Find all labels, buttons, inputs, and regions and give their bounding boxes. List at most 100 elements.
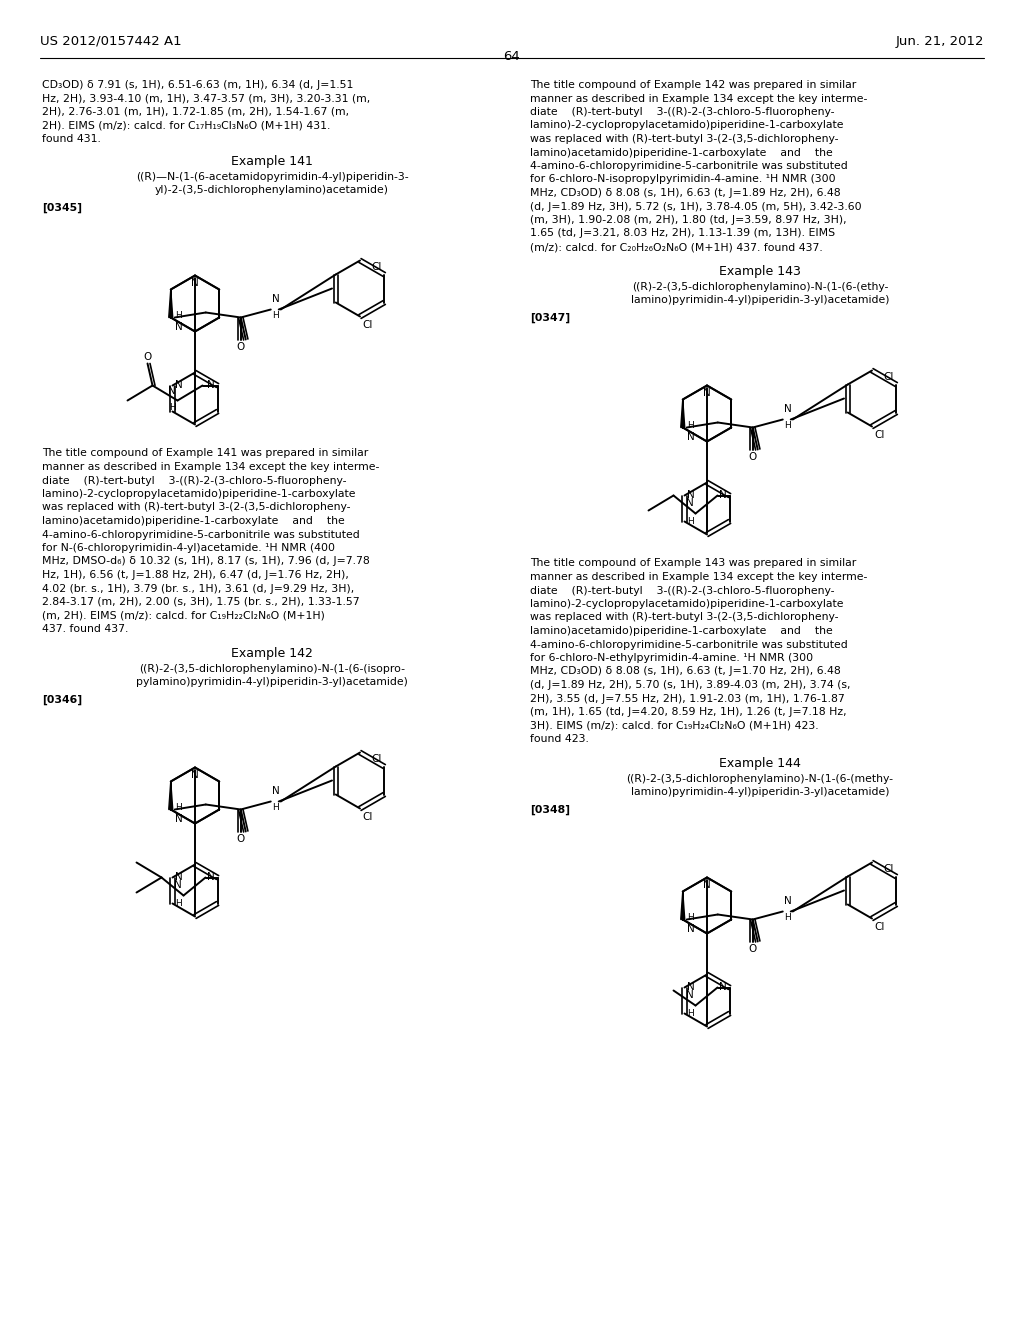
Text: N: N <box>703 388 711 397</box>
Text: H: H <box>175 312 181 321</box>
Text: diate    (R)-tert-butyl    3-((R)-2-(3-chloro-5-fluoropheny-: diate (R)-tert-butyl 3-((R)-2-(3-chloro-… <box>42 475 346 486</box>
Text: 4.02 (br. s., 1H), 3.79 (br. s., 1H), 3.61 (d, J=9.29 Hz, 3H),: 4.02 (br. s., 1H), 3.79 (br. s., 1H), 3.… <box>42 583 354 594</box>
Text: [0346]: [0346] <box>42 694 82 705</box>
Text: N: N <box>191 277 199 288</box>
Text: N: N <box>271 293 280 304</box>
Text: lamino)acetamido)piperidine-1-carboxylate    and    the: lamino)acetamido)piperidine-1-carboxylat… <box>42 516 345 525</box>
Text: N: N <box>271 785 280 796</box>
Text: CD₃OD) δ 7.91 (s, 1H), 6.51-6.63 (m, 1H), 6.34 (d, J=1.51: CD₃OD) δ 7.91 (s, 1H), 6.51-6.63 (m, 1H)… <box>42 81 353 90</box>
Text: H: H <box>783 421 791 430</box>
Text: MHz, CD₃OD) δ 8.08 (s, 1H), 6.63 (t, J=1.70 Hz, 2H), 6.48: MHz, CD₃OD) δ 8.08 (s, 1H), 6.63 (t, J=1… <box>530 667 841 676</box>
Text: (m, 3H), 1.90-2.08 (m, 2H), 1.80 (td, J=3.59, 8.97 Hz, 3H),: (m, 3H), 1.90-2.08 (m, 2H), 1.80 (td, J=… <box>530 215 847 224</box>
Text: [0345]: [0345] <box>42 202 82 213</box>
Text: lamino)pyrimidin-4-yl)piperidin-3-yl)acetamide): lamino)pyrimidin-4-yl)piperidin-3-yl)ace… <box>631 294 889 305</box>
Text: N: N <box>686 990 693 1001</box>
Text: lamino)acetamido)piperidine-1-carboxylate    and    the: lamino)acetamido)piperidine-1-carboxylat… <box>530 626 833 636</box>
Text: N: N <box>783 895 792 906</box>
Text: MHz, CD₃OD) δ 8.08 (s, 1H), 6.63 (t, J=1.89 Hz, 2H), 6.48: MHz, CD₃OD) δ 8.08 (s, 1H), 6.63 (t, J=1… <box>530 187 841 198</box>
Text: N: N <box>686 499 693 508</box>
Polygon shape <box>681 891 685 920</box>
Text: H: H <box>175 804 181 813</box>
Text: lamino)-2-cyclopropylacetamido)piperidine-1-carboxylate: lamino)-2-cyclopropylacetamido)piperidin… <box>530 599 844 609</box>
Text: Example 144: Example 144 <box>719 758 801 771</box>
Text: Hz, 1H), 6.56 (t, J=1.88 Hz, 2H), 6.47 (d, J=1.76 Hz, 2H),: Hz, 1H), 6.56 (t, J=1.88 Hz, 2H), 6.47 (… <box>42 570 349 579</box>
Text: Example 141: Example 141 <box>231 156 313 169</box>
Text: Cl: Cl <box>884 863 894 874</box>
Text: was replaced with (R)-tert-butyl 3-(2-(3,5-dichloropheny-: was replaced with (R)-tert-butyl 3-(2-(3… <box>530 135 839 144</box>
Text: 437. found 437.: 437. found 437. <box>42 624 128 634</box>
Text: manner as described in Example 134 except the key interme-: manner as described in Example 134 excep… <box>530 572 867 582</box>
Text: ((R)-2-(3,5-dichlorophenylamino)-N-(1-(6-(isopro-: ((R)-2-(3,5-dichlorophenylamino)-N-(1-(6… <box>139 664 406 673</box>
Text: 1.65 (td, J=3.21, 8.03 Hz, 2H), 1.13-1.39 (m, 13H). EIMS: 1.65 (td, J=3.21, 8.03 Hz, 2H), 1.13-1.3… <box>530 228 836 239</box>
Text: H: H <box>271 804 279 813</box>
Text: found 423.: found 423. <box>530 734 589 744</box>
Text: Cl: Cl <box>874 429 885 440</box>
Text: pylamino)pyrimidin-4-yl)piperidin-3-yl)acetamide): pylamino)pyrimidin-4-yl)piperidin-3-yl)a… <box>136 677 408 686</box>
Text: N: N <box>687 432 694 441</box>
Text: Example 142: Example 142 <box>231 648 313 660</box>
Text: yl)-2-(3,5-dichlorophenylamino)acetamide): yl)-2-(3,5-dichlorophenylamino)acetamide… <box>155 185 389 195</box>
Text: 3H). EIMS (m/z): calcd. for C₁₉H₂₄Cl₂N₆O (M+1H) 423.: 3H). EIMS (m/z): calcd. for C₁₉H₂₄Cl₂N₆O… <box>530 721 818 730</box>
Text: H: H <box>687 1008 693 1018</box>
Text: H: H <box>783 913 791 923</box>
Text: N: N <box>687 982 695 993</box>
Text: H: H <box>271 312 279 321</box>
Text: Jun. 21, 2012: Jun. 21, 2012 <box>896 36 984 48</box>
Text: for 6-chloro-N-ethylpyrimidin-4-amine. ¹H NMR (300: for 6-chloro-N-ethylpyrimidin-4-amine. ¹… <box>530 653 813 663</box>
Text: The title compound of Example 143 was prepared in similar: The title compound of Example 143 was pr… <box>530 558 856 569</box>
Text: N: N <box>207 873 214 883</box>
Text: N: N <box>168 385 175 396</box>
Text: The title compound of Example 142 was prepared in similar: The title compound of Example 142 was pr… <box>530 81 856 90</box>
Text: (m, 1H), 1.65 (td, J=4.20, 8.59 Hz, 1H), 1.26 (t, J=7.18 Hz,: (m, 1H), 1.65 (td, J=4.20, 8.59 Hz, 1H),… <box>530 708 847 717</box>
Text: N: N <box>719 982 726 993</box>
Text: O: O <box>237 342 245 351</box>
Text: N: N <box>191 770 199 780</box>
Text: ((R)-2-(3,5-dichlorophenylamino)-N-(1-(6-(ethy-: ((R)-2-(3,5-dichlorophenylamino)-N-(1-(6… <box>632 281 888 292</box>
Text: lamino)-2-cyclopropylacetamido)piperidine-1-carboxylate: lamino)-2-cyclopropylacetamido)piperidin… <box>530 120 844 131</box>
Text: manner as described in Example 134 except the key interme-: manner as described in Example 134 excep… <box>42 462 379 473</box>
Text: N: N <box>175 322 182 331</box>
Text: ((R)-2-(3,5-dichlorophenylamino)-N-(1-(6-(methy-: ((R)-2-(3,5-dichlorophenylamino)-N-(1-(6… <box>627 774 894 784</box>
Text: Cl: Cl <box>884 371 894 381</box>
Text: [0347]: [0347] <box>530 313 570 323</box>
Text: Cl: Cl <box>372 754 382 763</box>
Text: 2.84-3.17 (m, 2H), 2.00 (s, 3H), 1.75 (br. s., 2H), 1.33-1.57: 2.84-3.17 (m, 2H), 2.00 (s, 3H), 1.75 (b… <box>42 597 359 607</box>
Text: The title compound of Example 141 was prepared in similar: The title compound of Example 141 was pr… <box>42 449 369 458</box>
Text: Cl: Cl <box>372 261 382 272</box>
Text: Hz, 2H), 3.93-4.10 (m, 1H), 3.47-3.57 (m, 3H), 3.20-3.31 (m,: Hz, 2H), 3.93-4.10 (m, 1H), 3.47-3.57 (m… <box>42 94 371 103</box>
Text: O: O <box>749 944 757 953</box>
Text: lamino)acetamido)piperidine-1-carboxylate    and    the: lamino)acetamido)piperidine-1-carboxylat… <box>530 148 833 157</box>
Text: 2H), 3.55 (d, J=7.55 Hz, 2H), 1.91-2.03 (m, 1H), 1.76-1.87: 2H), 3.55 (d, J=7.55 Hz, 2H), 1.91-2.03 … <box>530 693 845 704</box>
Text: N: N <box>703 879 711 890</box>
Text: 4-amino-6-chloropyrimidine-5-carbonitrile was substituted: 4-amino-6-chloropyrimidine-5-carbonitril… <box>42 529 359 540</box>
Text: O: O <box>237 833 245 843</box>
Text: 2H). EIMS (m/z): calcd. for C₁₇H₁₉Cl₃N₆O (M+1H) 431.: 2H). EIMS (m/z): calcd. for C₁₇H₁₉Cl₃N₆O… <box>42 120 331 131</box>
Text: (m/z): calcd. for C₂₀H₂₆O₂N₆O (M+1H) 437. found 437.: (m/z): calcd. for C₂₀H₂₆O₂N₆O (M+1H) 437… <box>530 242 822 252</box>
Text: N: N <box>175 813 182 824</box>
Text: lamino)pyrimidin-4-yl)piperidin-3-yl)acetamide): lamino)pyrimidin-4-yl)piperidin-3-yl)ace… <box>631 787 889 797</box>
Text: Example 143: Example 143 <box>719 265 801 279</box>
Text: H: H <box>169 404 175 412</box>
Text: Cl: Cl <box>362 812 373 821</box>
Text: for N-(6-chloropyrimidin-4-yl)acetamide. ¹H NMR (400: for N-(6-chloropyrimidin-4-yl)acetamide.… <box>42 543 335 553</box>
Text: (d, J=1.89 Hz, 2H), 5.70 (s, 1H), 3.89-4.03 (m, 2H), 3.74 (s,: (d, J=1.89 Hz, 2H), 5.70 (s, 1H), 3.89-4… <box>530 680 851 690</box>
Text: Cl: Cl <box>362 319 373 330</box>
Text: was replaced with (R)-tert-butyl 3-(2-(3,5-dichloropheny-: was replaced with (R)-tert-butyl 3-(2-(3… <box>42 503 350 512</box>
Text: 4-amino-6-chloropyrimidine-5-carbonitrile was substituted: 4-amino-6-chloropyrimidine-5-carbonitril… <box>530 639 848 649</box>
Text: H: H <box>687 421 693 430</box>
Text: (d, J=1.89 Hz, 3H), 5.72 (s, 1H), 3.78-4.05 (m, 5H), 3.42-3.60: (d, J=1.89 Hz, 3H), 5.72 (s, 1H), 3.78-4… <box>530 202 861 211</box>
Text: H: H <box>175 899 181 908</box>
Text: H: H <box>687 913 693 923</box>
Text: H: H <box>687 516 693 525</box>
Text: lamino)-2-cyclopropylacetamido)piperidine-1-carboxylate: lamino)-2-cyclopropylacetamido)piperidin… <box>42 488 355 499</box>
Text: was replaced with (R)-tert-butyl 3-(2-(3,5-dichloropheny-: was replaced with (R)-tert-butyl 3-(2-(3… <box>530 612 839 623</box>
Text: O: O <box>143 351 152 362</box>
Text: 64: 64 <box>504 50 520 63</box>
Text: O: O <box>749 451 757 462</box>
Text: 2H), 2.76-3.01 (m, 1H), 1.72-1.85 (m, 2H), 1.54-1.67 (m,: 2H), 2.76-3.01 (m, 1H), 1.72-1.85 (m, 2H… <box>42 107 349 117</box>
Text: US 2012/0157442 A1: US 2012/0157442 A1 <box>40 36 181 48</box>
Text: ((R)—N-(1-(6-acetamidopyrimidin-4-yl)piperidin-3-: ((R)—N-(1-(6-acetamidopyrimidin-4-yl)pip… <box>136 172 409 181</box>
Text: N: N <box>175 380 183 391</box>
Text: found 431.: found 431. <box>42 135 101 144</box>
Text: N: N <box>687 924 694 933</box>
